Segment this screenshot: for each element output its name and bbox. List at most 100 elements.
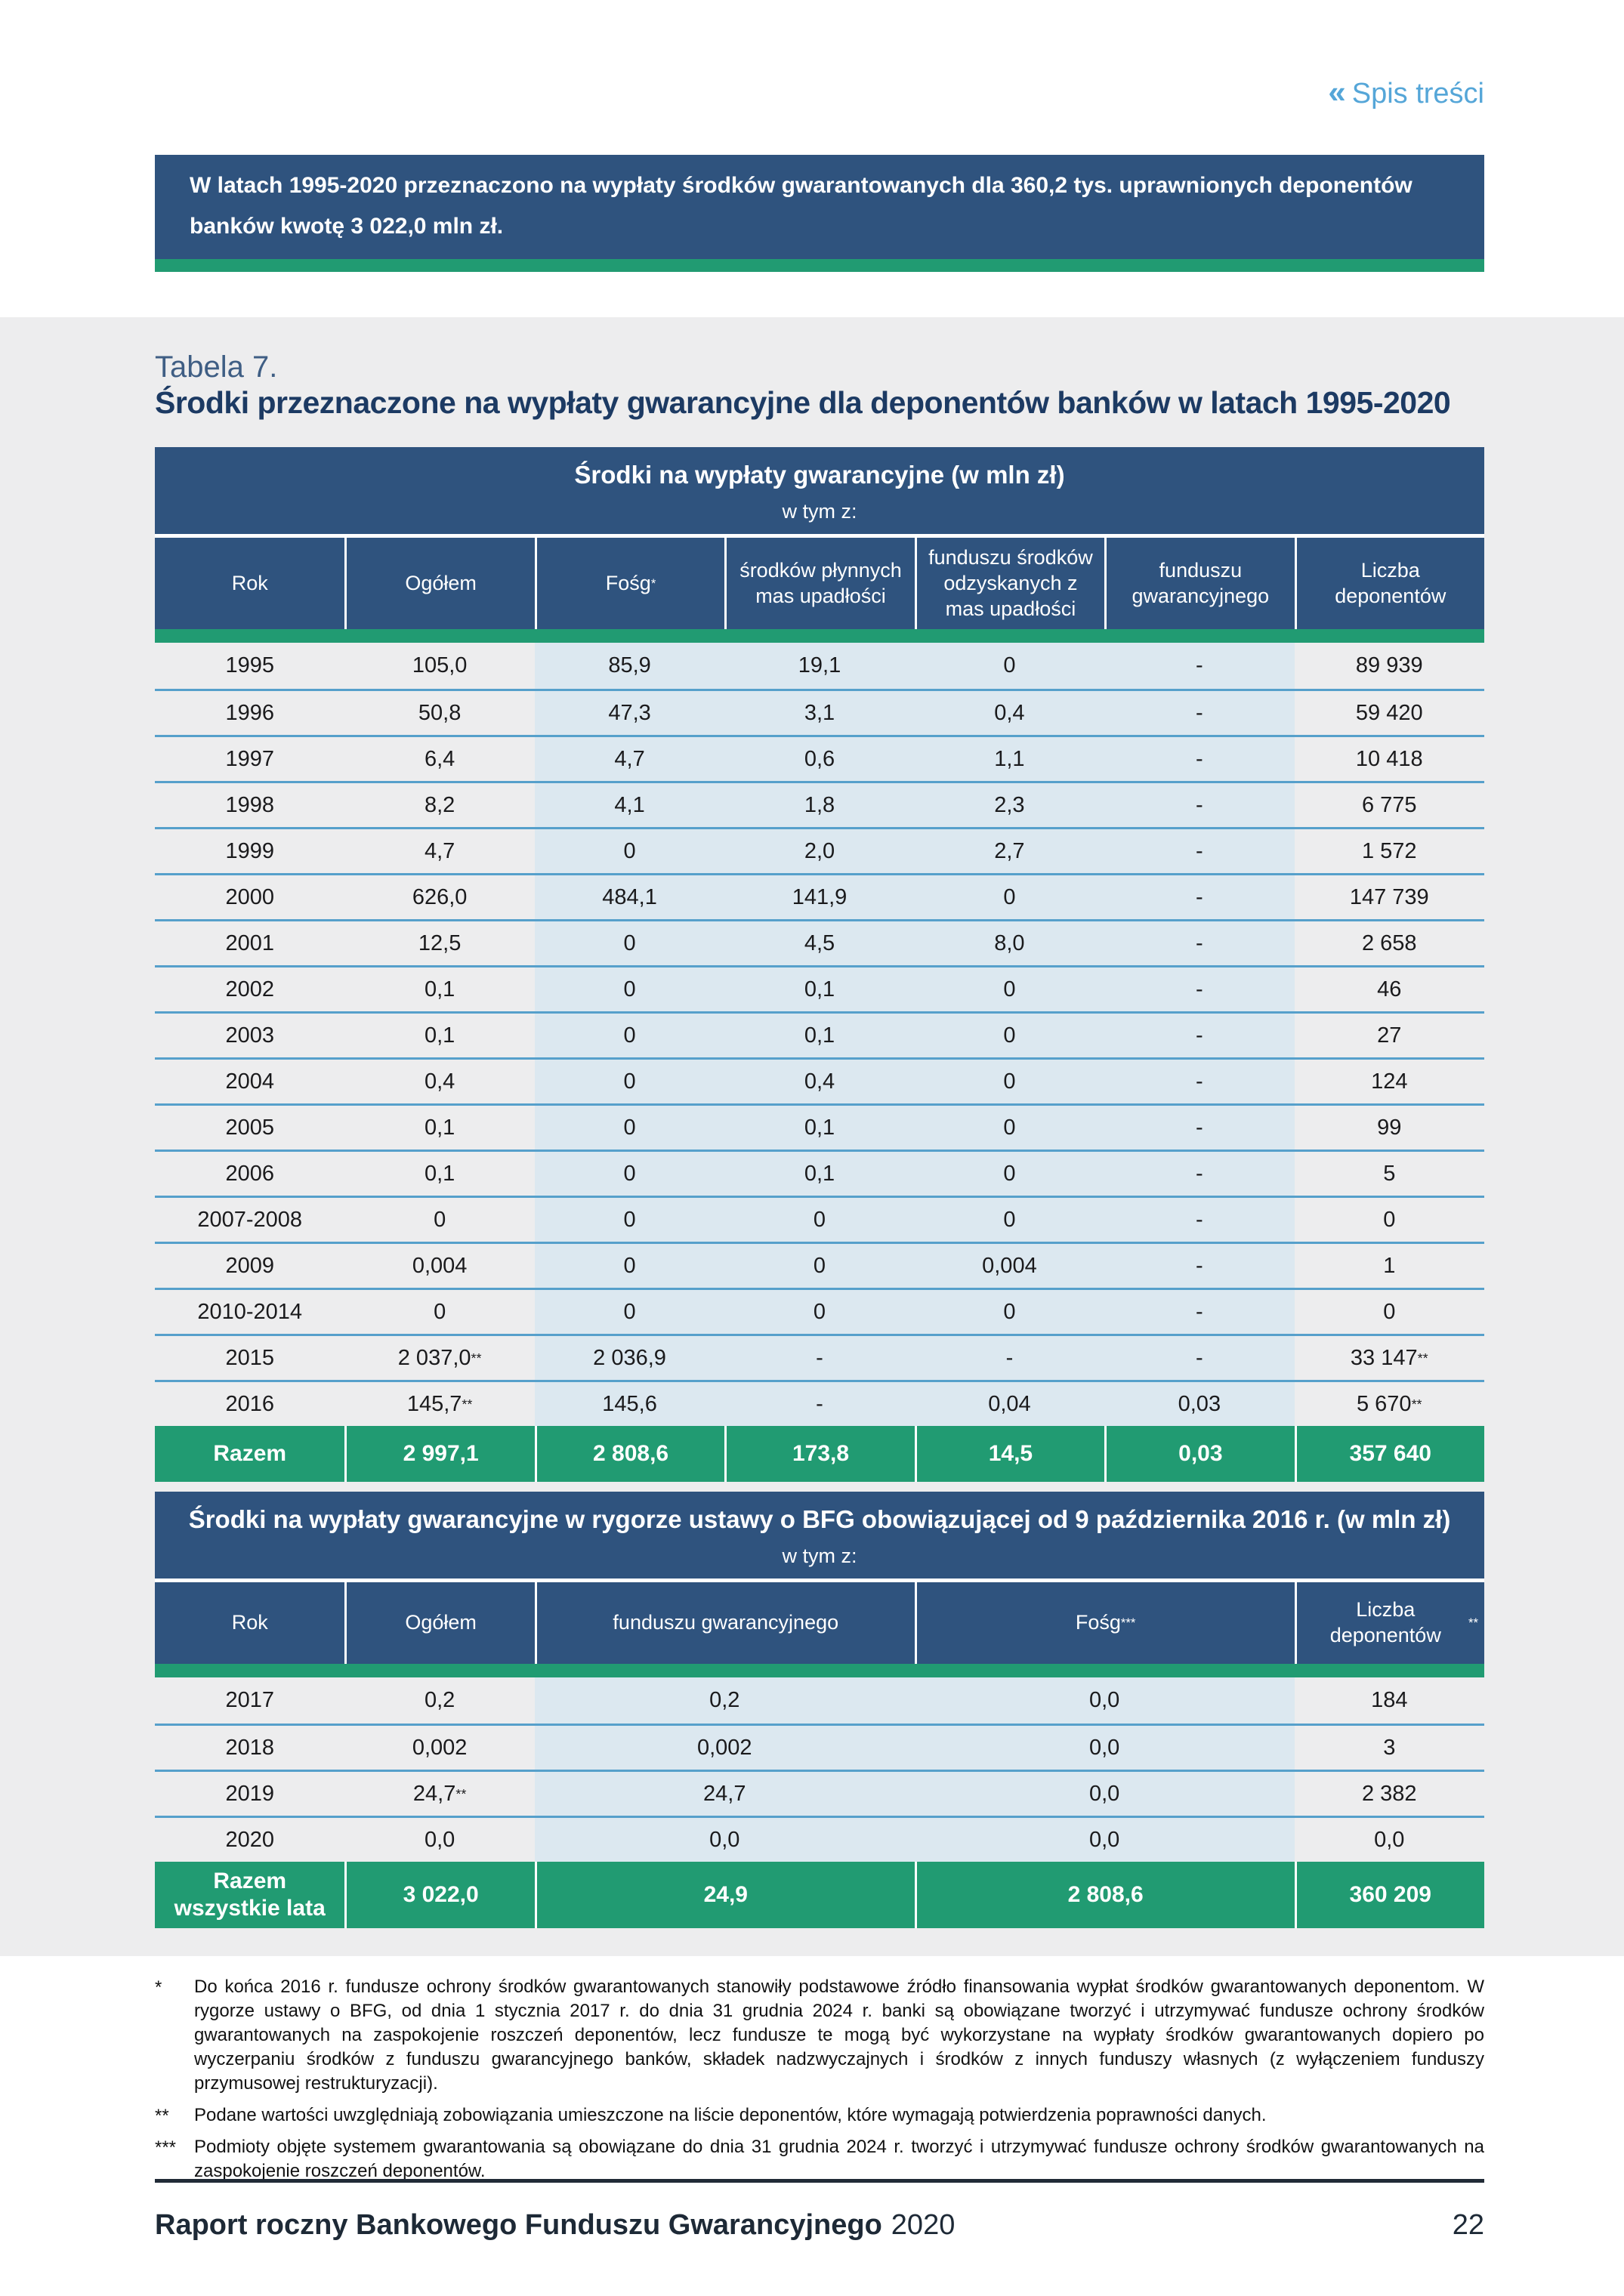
value-cell: 0 [724, 1244, 915, 1288]
value-cell: 0 [914, 1290, 1105, 1335]
green-divider-bar [155, 1664, 1484, 1677]
total-value-cell: 173,8 [724, 1426, 914, 1483]
value-cell: 0,0 [534, 1818, 915, 1862]
year-cell: 2006 [225, 1161, 274, 1186]
footer-title-bold: Raport roczny Bankowego Funduszu Gwaranc… [155, 2209, 882, 2241]
value-cell: 0,0 [1374, 1827, 1405, 1852]
double-chevron-left-icon: « [1328, 74, 1346, 110]
value-cell: 2,0 [724, 829, 915, 874]
value-cell: 626,0 [412, 884, 468, 909]
value-cell: 0 [914, 1014, 1105, 1058]
year-cell: 2017 [225, 1688, 274, 1712]
value-cell: 0,1 [724, 1106, 915, 1150]
year-cell: 2001 [225, 930, 274, 955]
column-header: Liczba deponentów ** [1294, 1582, 1484, 1664]
footnote: *** Podmioty objęte systemem gwarantowani… [155, 2135, 1484, 2183]
value-cell: 0 [724, 1290, 915, 1335]
table-subtitle: w tym z: [782, 500, 857, 523]
table-row: 1998 8,2 4,1 1,8 2,3- 6 775 [155, 781, 1484, 828]
column-header-row: Rok Ogółem Fośg * środków płynnych mas upadł… [155, 538, 1484, 630]
value-cell: 2 382 [1361, 1781, 1417, 1806]
total-row: Razem wszystkie lata 3 022,0 24,9 2 808,6 36… [155, 1862, 1484, 1928]
value-cell: - [1104, 967, 1295, 1012]
value-cell: 0,6 [724, 737, 915, 782]
value-cell: 5 670 ** [1356, 1391, 1422, 1416]
value-cell: 0,0 [914, 1726, 1295, 1770]
table-row: 2004 0,4 0 0,4 0-124 [155, 1057, 1484, 1104]
value-cell: - [1104, 643, 1295, 690]
value-cell: 0,0 [914, 1818, 1295, 1862]
value-cell: 0,004 [412, 1253, 468, 1278]
value-cell: 2,3 [914, 783, 1105, 828]
table-title: Środki na wypłaty gwarancyjne w rygorze … [188, 1505, 1451, 1533]
value-cell: - [1104, 1060, 1295, 1104]
value-cell: 0,04 [914, 1382, 1105, 1427]
value-cell: 0 [1383, 1207, 1396, 1232]
footnote-text: Do końca 2016 r. fundusze ochrony środkó… [194, 1977, 1484, 2094]
total-value-cell: 14,5 [914, 1426, 1104, 1483]
value-cell: - [724, 1336, 915, 1381]
table-row: 2001 12,5 0 4,5 8,0- 2 658 [155, 919, 1484, 966]
total-value-cell: 0,03 [1104, 1426, 1294, 1483]
value-cell: 0,0 [914, 1677, 1295, 1724]
toc-link[interactable]: «Spis treści [1328, 74, 1484, 110]
value-cell: 0 [724, 1198, 915, 1242]
value-cell: - [1104, 1152, 1295, 1196]
value-cell: 2 658 [1361, 930, 1417, 955]
value-cell: 8,2 [424, 792, 455, 817]
total-value-cell: 357 640 [1294, 1426, 1484, 1483]
footer-report-title: Raport roczny Bankowego Funduszu Gwaranc… [155, 2209, 955, 2242]
value-cell: 0 [914, 875, 1105, 920]
column-header: Rok [231, 571, 268, 594]
value-cell: 33 147 ** [1350, 1345, 1428, 1370]
footnote-list: * Do końca 2016 r. fundusze ochrony środk… [155, 1975, 1484, 2183]
year-cell: 2016 [225, 1391, 274, 1416]
table-row: 1996 50,8 47,3 3,1 0,4- 59 420 [155, 689, 1484, 736]
table-row: 2018 0,002 0,002 0,0 3 [155, 1724, 1484, 1770]
table-row: 1995 105,0 85,9 19,1 0- 89 939 [155, 643, 1484, 690]
value-cell: 484,1 [534, 875, 725, 920]
value-cell: 0 [914, 1198, 1105, 1242]
table-row: 2005 0,1 0 0,1 0-99 [155, 1103, 1484, 1150]
value-cell: - [1104, 691, 1295, 736]
year-cell: 1995 [225, 653, 274, 678]
value-cell: - [1104, 1014, 1295, 1058]
year-cell: 2004 [225, 1069, 274, 1094]
value-cell: 85,9 [534, 643, 725, 690]
value-cell: 145,6 [534, 1382, 725, 1427]
value-cell: 0,0 [424, 1827, 455, 1852]
value-cell: 0 [914, 1060, 1105, 1104]
value-cell: - [1104, 1106, 1295, 1150]
year-cell: 1997 [225, 746, 274, 771]
guarantee-payments-table-bfg-2016: Środki na wypłaty gwarancyjne w rygorze … [155, 1492, 1484, 1928]
value-cell: - [1104, 829, 1295, 874]
column-header: funduszu gwarancyjnego [534, 1582, 915, 1664]
column-header: funduszu gwarancyjnego [1104, 538, 1294, 630]
value-cell: 0,1 [724, 1014, 915, 1058]
value-cell: 4,7 [534, 737, 725, 782]
table-title: Środki na wypłaty gwarancyjne (w mln zł) [574, 461, 1065, 489]
value-cell: 0,1 [424, 1023, 455, 1048]
value-cell: 124 [1371, 1069, 1408, 1094]
column-header: funduszu środków odzyskanych z mas upadł… [914, 538, 1104, 630]
table-row: 2019 24,7 ** 24,7 0,0 2 382 [155, 1770, 1484, 1816]
table-number-label: Tabela 7. [155, 350, 278, 384]
value-cell: 0,2 [534, 1677, 915, 1724]
value-cell: - [1104, 1336, 1295, 1381]
column-header: Rok [231, 1611, 268, 1634]
value-cell: 2 036,9 [534, 1336, 725, 1381]
value-cell: 19,1 [724, 643, 915, 690]
value-cell: 0,0 [914, 1772, 1295, 1816]
value-cell: 10 418 [1355, 746, 1423, 771]
value-cell: 0,4 [724, 1060, 915, 1104]
value-cell: 1 [1383, 1253, 1396, 1278]
value-cell: - [1104, 1198, 1295, 1242]
value-cell: 145,7 ** [406, 1391, 473, 1416]
total-value-cell: 3 022,0 [344, 1862, 534, 1928]
table-row: 2015 2 037,0 ** 2 036,9- - -33 147 ** [155, 1334, 1484, 1381]
section-title: Środki przeznaczone na wypłaty gwarancyj… [155, 385, 1451, 420]
value-cell: - [1104, 921, 1295, 966]
value-cell: 0,03 [1104, 1382, 1295, 1427]
value-cell: 24,7 ** [412, 1781, 467, 1806]
